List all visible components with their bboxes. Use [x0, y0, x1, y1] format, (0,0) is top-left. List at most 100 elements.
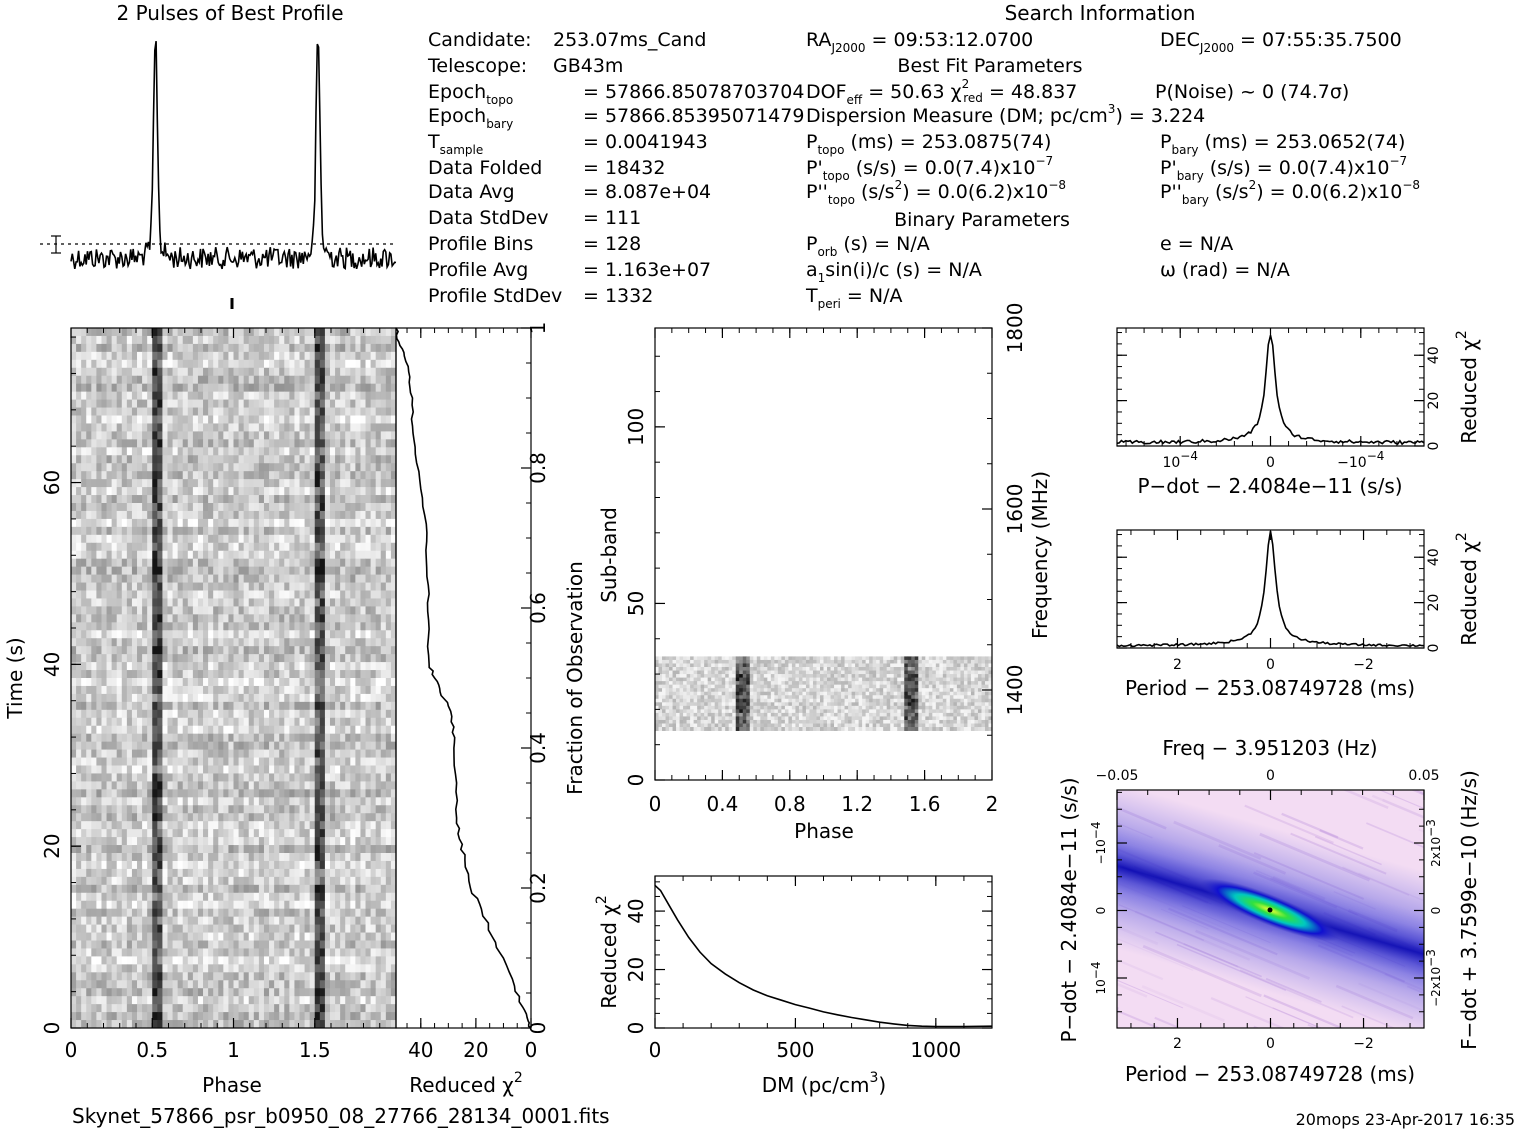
- heatmap-cell: [253, 932, 260, 941]
- heatmap-cell: [131, 773, 138, 782]
- heatmap-cell: [86, 526, 92, 536]
- heatmap-cell: [147, 892, 153, 902]
- heatmap-cell: [380, 582, 387, 591]
- heatmap-cell: [329, 709, 336, 719]
- heatmap-cell: [157, 805, 163, 814]
- heatmap-cell: [385, 638, 392, 647]
- heatmap-cell: [329, 892, 336, 902]
- heatmap-cell: [233, 542, 239, 552]
- heatmap-cell: [284, 582, 290, 591]
- heatmap-cell: [228, 328, 234, 337]
- heatmap-cell: [111, 455, 118, 464]
- heatmap-cell: [365, 518, 372, 528]
- heatmap-cell: [71, 685, 77, 695]
- heatmap-cell: [172, 853, 179, 862]
- heatmap-cell: [314, 717, 321, 727]
- heatmap-cell: [96, 351, 102, 361]
- heatmap-cell: [253, 662, 260, 671]
- heatmap-cell: [340, 463, 346, 472]
- heatmap-cell: [167, 853, 173, 862]
- heatmap-cell: [192, 924, 199, 933]
- heatmap-cell: [213, 367, 219, 377]
- heatmap-cell: [279, 542, 285, 552]
- heatmap-cell: [340, 582, 346, 591]
- heatmap-cell: [294, 773, 300, 782]
- heatmap-cell: [233, 805, 239, 814]
- heatmap-cell: [96, 487, 102, 496]
- heatmap-cell: [335, 693, 341, 703]
- heatmap-cell: [329, 845, 336, 854]
- heatmap-cell: [279, 359, 285, 369]
- heatmap-cell: [329, 805, 336, 814]
- heatmap-cell: [76, 765, 82, 774]
- heatmap-cell: [192, 328, 199, 337]
- heatmap-cell: [81, 518, 87, 528]
- heatmap-cell: [304, 367, 311, 377]
- heatmap-cell: [152, 630, 158, 639]
- heatmap-cell: [91, 638, 97, 647]
- heatmap-cell: [390, 685, 397, 695]
- heatmap-cell: [248, 598, 255, 607]
- heatmap-cell: [233, 908, 239, 918]
- heatmap-cell: [71, 860, 77, 870]
- heatmap-cell: [294, 868, 300, 878]
- heatmap-cell: [370, 829, 377, 838]
- heatmap-cell: [172, 701, 179, 711]
- dec-line: DECJ2000 = 07:55:35.7500: [1160, 29, 1402, 55]
- heatmap-cell: [96, 845, 102, 854]
- heatmap-cell: [126, 717, 133, 727]
- heatmap-cell: [375, 678, 382, 687]
- heatmap-cell: [167, 789, 173, 798]
- heatmap-cell: [187, 749, 194, 758]
- heatmap-cell: [329, 749, 336, 758]
- heatmap-cell: [172, 598, 179, 607]
- heatmap-cell: [233, 884, 239, 894]
- heatmap-cell: [385, 908, 392, 918]
- heatmap-cell: [142, 542, 148, 552]
- heatmap-cell: [355, 685, 361, 695]
- heatmap-cell: [91, 479, 97, 488]
- heatmap-cell: [274, 693, 280, 703]
- heatmap-cell: [360, 749, 366, 758]
- heatmap-cell: [360, 495, 366, 504]
- heatmap-cell: [213, 542, 219, 552]
- heatmap-cell: [182, 407, 189, 416]
- heatmap-cell: [197, 558, 204, 568]
- heatmap-cell: [197, 733, 204, 743]
- heatmap-cell: [345, 630, 351, 639]
- heatmap-cell: [258, 335, 265, 345]
- heatmap-cell: [213, 574, 219, 583]
- heatmap-cell: [329, 343, 336, 353]
- heatmap-cell: [177, 940, 184, 949]
- heatmap-cell: [253, 678, 260, 687]
- heatmap-cell: [147, 503, 153, 512]
- heatmap-cell: [380, 447, 387, 456]
- heatmap-cell: [182, 662, 189, 671]
- heatmap-cell: [213, 646, 219, 655]
- heatmap-cell: [253, 860, 260, 870]
- heatmap-cell: [274, 399, 280, 408]
- heatmap-cell: [192, 367, 199, 377]
- heatmap-cell: [253, 813, 260, 822]
- heatmap-cell: [269, 518, 275, 528]
- heatmap-cell: [385, 606, 392, 615]
- heatmap-cell: [314, 598, 321, 607]
- heatmap-cell: [248, 630, 255, 639]
- heatmap-cell: [96, 367, 102, 377]
- heatmap-cell: [340, 701, 346, 711]
- heatmap-cell: [248, 542, 255, 552]
- heatmap-cell: [218, 487, 224, 496]
- heatmap-cell: [243, 574, 250, 583]
- heatmap-cell: [86, 709, 92, 719]
- heatmap-cell: [370, 542, 377, 552]
- heatmap-cell: [203, 463, 209, 472]
- heatmap-cell: [360, 479, 366, 488]
- heatmap-cell: [96, 534, 102, 544]
- heatmap-cell: [177, 367, 184, 377]
- heatmap-cell: [172, 550, 179, 560]
- heatmap-cell: [192, 813, 199, 822]
- heatmap-cell: [187, 757, 194, 766]
- heatmap-cell: [147, 582, 153, 591]
- heatmap-cell: [177, 598, 184, 607]
- heatmap-cell: [299, 892, 305, 902]
